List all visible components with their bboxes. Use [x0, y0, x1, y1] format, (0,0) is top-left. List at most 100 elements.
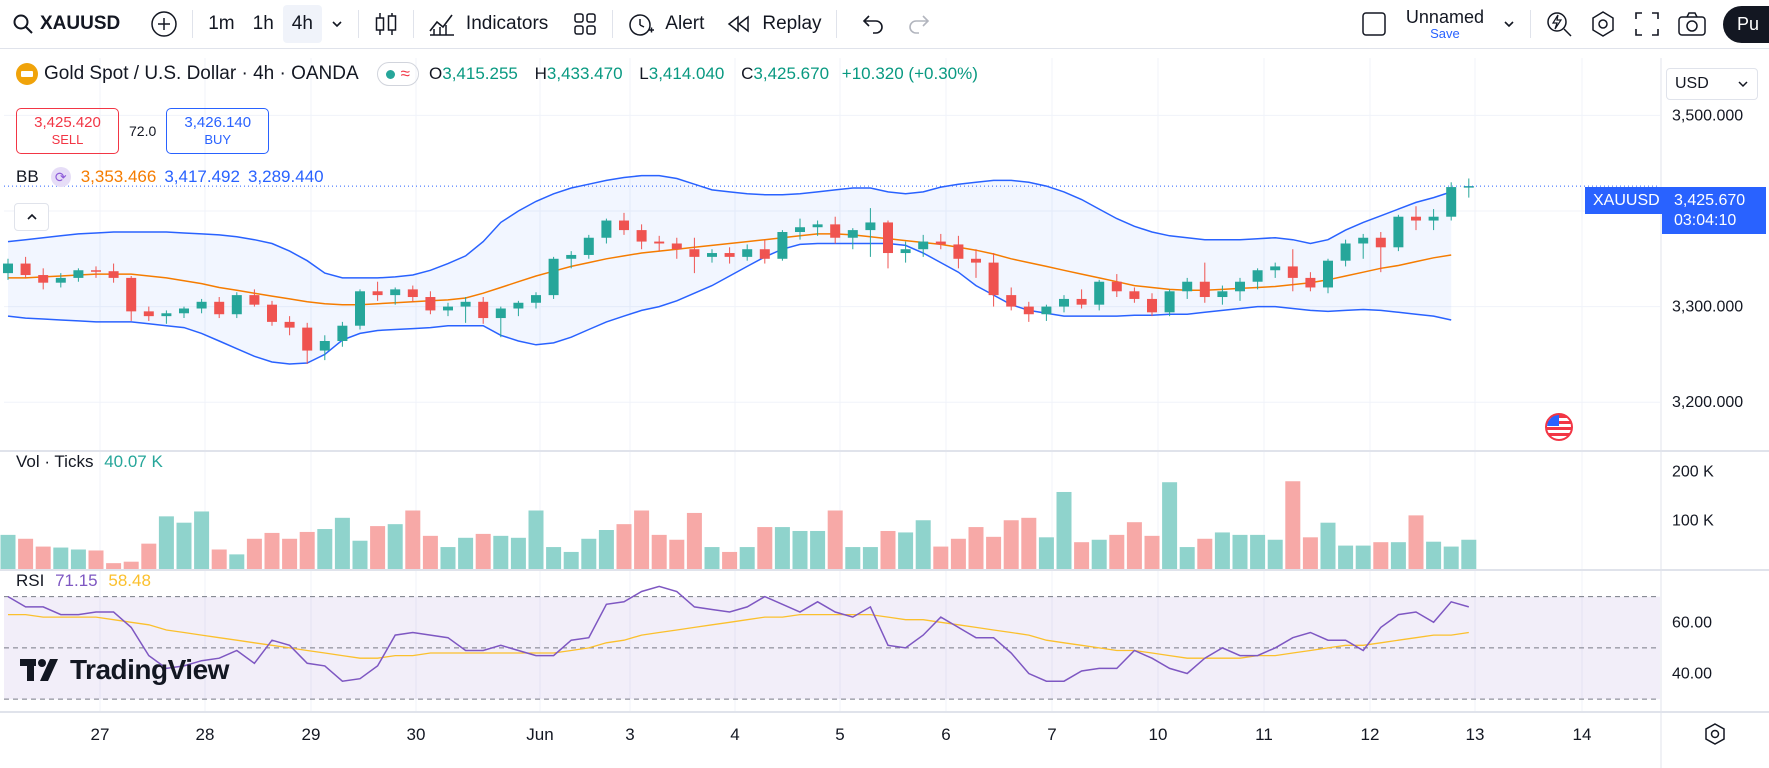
candle-body: [1059, 298, 1069, 307]
collapse-legend-button[interactable]: [14, 203, 49, 231]
snapshot-button[interactable]: [1669, 4, 1715, 44]
layout-dropdown[interactable]: [1494, 4, 1524, 44]
indicators-button[interactable]: Indicators: [420, 4, 556, 44]
compare-button[interactable]: [142, 4, 186, 44]
volume-bar: [422, 535, 438, 569]
fullscreen-icon: [1635, 12, 1659, 36]
candles-icon: [375, 13, 397, 35]
undo-button[interactable]: [851, 4, 893, 44]
fullscreen-button[interactable]: [1625, 4, 1669, 44]
gear-icon: [1592, 11, 1614, 37]
volume-bar: [1003, 520, 1019, 569]
lightning-search-icon: [1547, 12, 1572, 37]
market-status-pill[interactable]: ≈: [376, 62, 420, 86]
volume-label: Vol · Ticks: [16, 452, 94, 471]
candle-body: [3, 263, 13, 274]
time-axis-label: 28: [196, 725, 215, 744]
buy-price: 3,426.140: [184, 113, 252, 131]
volume-bar: [299, 531, 315, 569]
high-label: H: [534, 64, 547, 83]
buy-button[interactable]: 3,426.140 BUY: [166, 108, 270, 154]
candle-body: [1463, 186, 1474, 188]
settings-button[interactable]: [1581, 4, 1625, 44]
volume-bar: [176, 522, 192, 569]
layout-checkbox[interactable]: [1352, 4, 1396, 44]
alert-button[interactable]: Alert: [619, 4, 712, 44]
interval-4h[interactable]: 4h: [282, 5, 322, 43]
interval-dropdown[interactable]: [322, 4, 352, 44]
bb-legend[interactable]: BB ⟳ 3,353.466 3,417.492 3,289.440: [16, 167, 324, 187]
volume-bar: [810, 530, 826, 569]
candle-body: [372, 291, 383, 296]
candle-body: [566, 254, 577, 259]
low-label: L: [639, 64, 649, 83]
instrument-title[interactable]: Gold Spot / U.S. Dollar · 4h · OANDA: [44, 63, 359, 84]
redo-button[interactable]: [899, 4, 941, 44]
layout-name[interactable]: Unnamed Save: [1406, 7, 1484, 41]
volume-bar: [898, 532, 914, 569]
volume-bar: [282, 538, 298, 569]
buy-label: BUY: [204, 132, 232, 148]
volume-bar: [1426, 541, 1442, 569]
rewind-icon: [728, 15, 750, 33]
quick-search-button[interactable]: [1537, 4, 1581, 44]
last-price-value: 3,425.670: [1674, 192, 1746, 210]
bb-basis-value: 3,353.466: [80, 167, 157, 186]
volume-bar: [1232, 534, 1248, 569]
symbol-price-tag: XAUUSD: [1585, 187, 1668, 214]
candle-body: [249, 295, 260, 305]
alarm-clock-icon: [629, 14, 655, 36]
rsi-legend[interactable]: RSI 71.15 58.48: [16, 571, 151, 591]
plus-circle-icon: [151, 11, 177, 37]
low-value: 3,414.040: [648, 64, 725, 83]
symbol-search[interactable]: XAUUSD: [0, 4, 128, 44]
volume-bar: [563, 551, 579, 569]
volume-bar: [915, 520, 931, 569]
volume-bar: [1126, 522, 1142, 569]
rsi-ma-line: [8, 613, 1469, 659]
candle-body: [636, 230, 647, 242]
candle-body: [531, 295, 541, 303]
publish-button[interactable]: Pu: [1722, 5, 1769, 43]
volume-bar: [1461, 539, 1477, 569]
axis-settings-icon-center: [1710, 729, 1720, 739]
volume-bar: [686, 512, 702, 569]
sell-button[interactable]: 3,425.420 SELL: [16, 108, 119, 154]
candle-body: [460, 301, 471, 307]
chart-type-button[interactable]: [365, 4, 407, 44]
volume-bar: [1338, 545, 1354, 569]
volume-bar: [141, 543, 157, 569]
volume-bar: [194, 511, 210, 569]
volume-bar: [774, 527, 790, 569]
volume-bar: [1320, 522, 1336, 569]
candle-body: [1235, 281, 1245, 292]
time-axis-label: 29: [302, 725, 321, 744]
redo-icon: [908, 15, 929, 34]
candle-body: [443, 306, 453, 311]
us-flag-icon[interactable]: [1545, 413, 1573, 441]
currency-select[interactable]: USD: [1666, 68, 1758, 100]
open-label: O: [429, 64, 443, 83]
volume-bar: [70, 549, 86, 569]
candle-body: [1411, 216, 1421, 221]
tradingview-logo[interactable]: TradingView: [20, 654, 229, 686]
interval-1m[interactable]: 1m: [208, 13, 235, 34]
volume-bar: [1250, 534, 1266, 569]
volume-bar: [510, 537, 526, 569]
candle-body: [513, 302, 524, 309]
price-axis-label: 3,500.000: [1672, 107, 1743, 124]
rsi-axis-label: 60.00: [1672, 614, 1712, 631]
time-axis-label: 14: [1573, 725, 1592, 744]
main-legend: Gold Spot / U.S. Dollar · 4h · OANDA ≈ O…: [16, 62, 978, 86]
chart-canvas[interactable]: 3,500.000 3,300.000 3,200.000 200 K 100 K 60.…: [0, 49, 1769, 768]
candle-body: [1217, 291, 1228, 298]
interval-1h[interactable]: 1h: [252, 13, 274, 34]
replay-button[interactable]: Replay: [718, 4, 829, 44]
layouts-button[interactable]: [564, 4, 606, 44]
indicators-icon: [429, 14, 454, 36]
volume-bar: [458, 537, 474, 569]
candle-body: [1252, 270, 1263, 282]
volume-bar: [1197, 538, 1213, 569]
volume-bar: [1443, 546, 1459, 569]
volume-legend[interactable]: Vol · Ticks 40.07 K: [16, 452, 163, 472]
